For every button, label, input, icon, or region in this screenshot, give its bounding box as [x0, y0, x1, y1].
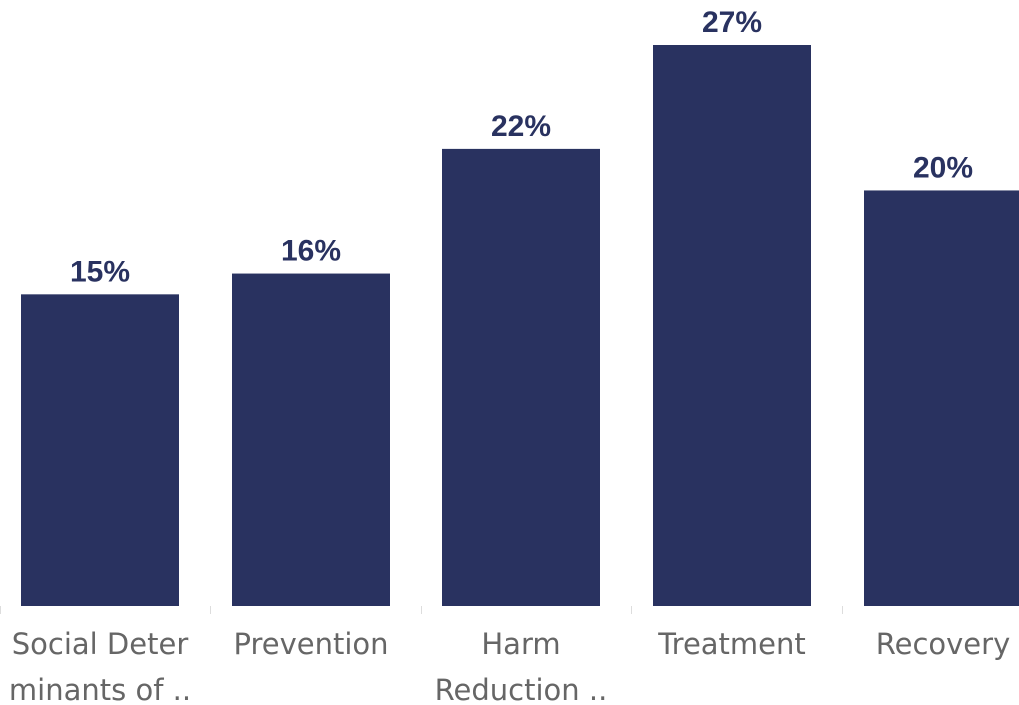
- bar-0: [21, 294, 179, 606]
- category-label-4: Recovery: [876, 627, 1010, 661]
- category-label-line: Recovery: [876, 627, 1010, 661]
- value-label-3: 27%: [702, 6, 762, 39]
- value-label-2: 22%: [491, 110, 551, 143]
- category-label-3: Treatment: [657, 627, 806, 661]
- value-label-0: 15%: [70, 255, 130, 288]
- bars-group: [21, 45, 1019, 606]
- category-label-line: Treatment: [657, 627, 806, 661]
- value-labels-group: 15% 16% 22% 27% 20%: [70, 6, 973, 288]
- category-label-line: Social Deter: [12, 627, 189, 661]
- bar-4: [864, 190, 1019, 606]
- value-label-1: 16%: [281, 235, 341, 268]
- category-label-2: Harm Reduction ..: [435, 627, 608, 705]
- bar-2: [442, 148, 600, 606]
- category-label-line: Prevention: [233, 627, 388, 661]
- axis-ticks-group: [0, 606, 843, 614]
- category-label-line: minants of ..: [9, 673, 191, 705]
- category-label-line: Reduction ..: [435, 673, 608, 705]
- bar-3: [653, 45, 811, 606]
- category-label-1: Prevention: [233, 627, 388, 661]
- category-label-line: Harm: [481, 627, 560, 661]
- category-labels-group: Social Deter minants of .. Prevention Harm R…: [9, 627, 1010, 705]
- value-label-4: 20%: [913, 151, 973, 184]
- category-label-0: Social Deter minants of ..: [9, 627, 191, 705]
- bar-1: [232, 273, 390, 606]
